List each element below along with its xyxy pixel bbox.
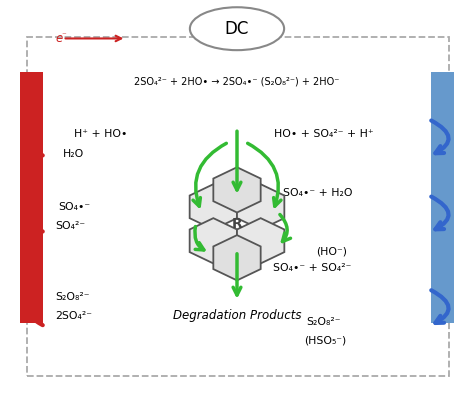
Text: S₂O₈²⁻: S₂O₈²⁻ (307, 317, 341, 327)
Ellipse shape (190, 7, 284, 50)
Bar (431, 72, 454, 323)
Text: (HO⁻): (HO⁻) (316, 247, 347, 257)
Text: H⁺ + HO•: H⁺ + HO• (74, 129, 128, 139)
Text: 2SO₄²⁻: 2SO₄²⁻ (55, 311, 92, 321)
Text: DC: DC (225, 20, 249, 38)
Text: 2SO₄²⁻ + 2HO• → 2SO₄•⁻ (S₂O₈²⁻) + 2HO⁻: 2SO₄²⁻ + 2HO• → 2SO₄•⁻ (S₂O₈²⁻) + 2HO⁻ (134, 76, 340, 86)
Text: Degradation Products: Degradation Products (173, 309, 301, 322)
Text: SO₄•⁻: SO₄•⁻ (58, 202, 90, 212)
Text: (HSO₅⁻): (HSO₅⁻) (304, 336, 346, 346)
Bar (20, 72, 43, 323)
Text: HO• + SO₄²⁻ + H⁺: HO• + SO₄²⁻ + H⁺ (274, 129, 374, 139)
Text: SO₄•⁻ + SO₄²⁻: SO₄•⁻ + SO₄²⁻ (273, 263, 351, 273)
Text: H₂O: H₂O (63, 149, 84, 159)
Text: e: e (55, 32, 63, 45)
Text: SO₄•⁻ + H₂O: SO₄•⁻ + H₂O (283, 187, 353, 198)
Text: S₂O₈²⁻: S₂O₈²⁻ (55, 292, 90, 302)
Text: R: R (232, 217, 242, 231)
Text: SO₄²⁻: SO₄²⁻ (55, 221, 86, 231)
Text: ⁻: ⁻ (62, 31, 66, 40)
